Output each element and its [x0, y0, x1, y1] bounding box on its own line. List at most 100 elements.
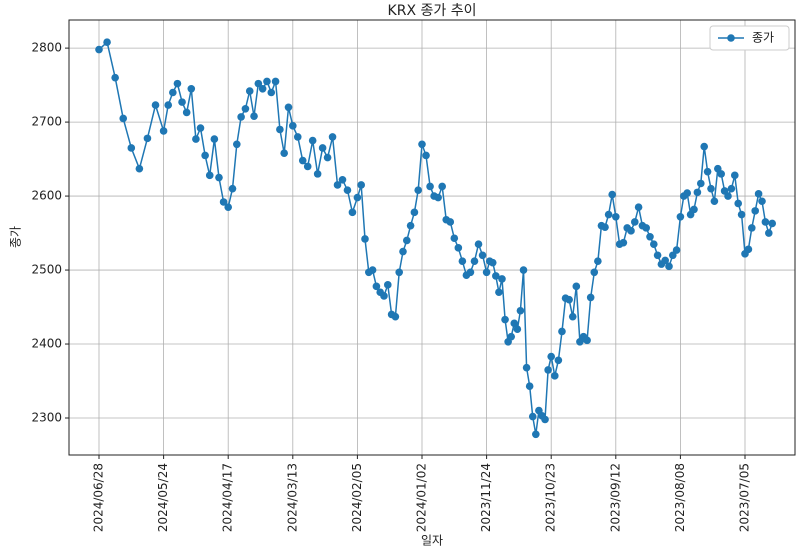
- point: [744, 245, 753, 254]
- x-tick-label: 2023/07/05: [738, 463, 752, 532]
- point: [267, 88, 276, 97]
- point: [619, 238, 628, 247]
- point: [683, 189, 691, 197]
- point: [182, 108, 191, 117]
- point: [724, 192, 732, 200]
- point: [731, 171, 739, 180]
- point: [410, 208, 419, 217]
- x-tick-label: 2023/11/24: [479, 463, 493, 532]
- point: [173, 79, 182, 88]
- y-tick-label: 2300: [31, 411, 62, 425]
- point: [642, 224, 650, 232]
- point: [498, 275, 506, 283]
- point: [406, 221, 415, 230]
- point: [399, 247, 407, 256]
- point: [135, 164, 144, 173]
- point: [707, 184, 715, 193]
- point: [727, 184, 736, 193]
- chart-title: KRX 종가 추이: [388, 3, 477, 19]
- point: [169, 88, 177, 97]
- x-tick-label: 2024/01/02: [415, 463, 429, 532]
- point: [293, 133, 302, 141]
- point: [380, 292, 388, 300]
- point: [510, 319, 519, 328]
- point: [119, 114, 128, 123]
- point: [318, 144, 327, 152]
- point: [470, 257, 479, 265]
- point: [519, 266, 528, 274]
- x-tick-label: 2024/06/28: [92, 463, 106, 532]
- x-tick-label: 2024/04/17: [221, 463, 235, 532]
- point: [547, 352, 555, 361]
- point: [224, 203, 232, 211]
- point: [627, 227, 635, 235]
- point: [703, 167, 712, 176]
- point: [454, 244, 463, 252]
- point: [525, 382, 534, 390]
- point: [751, 207, 759, 215]
- point: [565, 295, 573, 304]
- legend-marker: [727, 34, 735, 42]
- point: [594, 257, 602, 265]
- point: [103, 38, 111, 46]
- point: [550, 372, 559, 380]
- point: [488, 258, 497, 267]
- point: [395, 268, 404, 277]
- point: [458, 257, 467, 265]
- point: [734, 199, 742, 208]
- legend-label: 종가: [752, 31, 774, 45]
- x-tick-label: 2023/10/23: [544, 463, 558, 532]
- point: [758, 197, 766, 206]
- point: [604, 210, 613, 219]
- point: [210, 135, 219, 143]
- point: [661, 256, 669, 265]
- point: [495, 288, 503, 297]
- point: [164, 101, 173, 109]
- y-tick-label: 2700: [31, 115, 62, 129]
- point: [586, 293, 595, 302]
- point: [568, 312, 577, 321]
- point: [237, 113, 245, 121]
- x-tick-label: 2024/03/13: [285, 463, 299, 532]
- point: [672, 246, 681, 254]
- point: [418, 140, 426, 149]
- y-tick-label: 2500: [31, 263, 62, 277]
- point: [196, 124, 205, 132]
- point: [343, 186, 352, 194]
- point: [323, 153, 332, 162]
- point: [478, 251, 487, 260]
- point: [289, 121, 297, 130]
- point: [233, 140, 241, 149]
- point: [653, 251, 662, 260]
- x-axis-label: 일자: [421, 534, 443, 548]
- plot-frame: [68, 19, 796, 456]
- point: [192, 135, 200, 143]
- point: [284, 103, 293, 112]
- point: [748, 224, 756, 232]
- point: [187, 85, 196, 93]
- x-tick-label: 2024/02/05: [350, 463, 364, 532]
- point: [646, 232, 654, 241]
- point: [558, 327, 566, 336]
- point: [276, 125, 284, 134]
- point: [507, 332, 516, 341]
- point: [143, 134, 152, 143]
- point: [634, 203, 643, 211]
- point: [391, 312, 400, 321]
- point: [250, 112, 258, 120]
- x-tick-label: 2023/09/12: [608, 463, 622, 532]
- point: [438, 182, 446, 191]
- point: [665, 262, 673, 271]
- point: [219, 198, 228, 206]
- point: [338, 175, 347, 184]
- point: [313, 170, 322, 178]
- point: [501, 315, 509, 324]
- point: [353, 193, 362, 202]
- legend-box: [709, 25, 790, 51]
- point: [254, 79, 263, 88]
- point: [159, 127, 168, 135]
- point: [474, 240, 483, 248]
- y-axis-label: 종가: [9, 226, 23, 248]
- point: [361, 235, 369, 243]
